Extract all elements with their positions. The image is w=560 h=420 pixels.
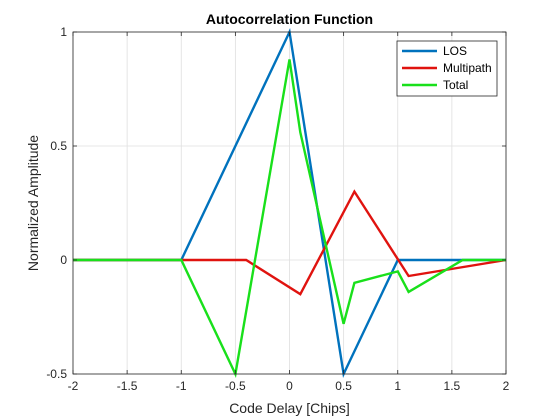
legend: LOS Multipath Total [397,41,497,96]
x-tick-label: 1.5 [444,379,461,393]
legend-label-los: LOS [443,44,467,58]
x-tick-label: -1 [176,379,187,393]
y-tick-label: 0 [60,253,67,267]
y-tick-label: 0.5 [50,139,67,153]
legend-label-multipath: Multipath [443,61,492,75]
chart-title: Autocorrelation Function [206,11,373,27]
y-tick-label: -0.5 [46,367,67,381]
y-tick-label: 1 [60,25,67,39]
x-tick-label: -1.5 [117,379,138,393]
legend-label-total: Total [443,78,468,92]
x-tick-label: -0.5 [225,379,246,393]
y-axis-label: Normalized Amplitude [25,135,41,271]
x-tick-label: 0 [286,379,293,393]
x-tick-label: 2 [503,379,510,393]
x-tick-label: -2 [68,379,79,393]
x-axis-label: Code Delay [Chips] [229,400,350,416]
x-tick-label: 1 [394,379,401,393]
x-tick-label: 0.5 [335,379,352,393]
